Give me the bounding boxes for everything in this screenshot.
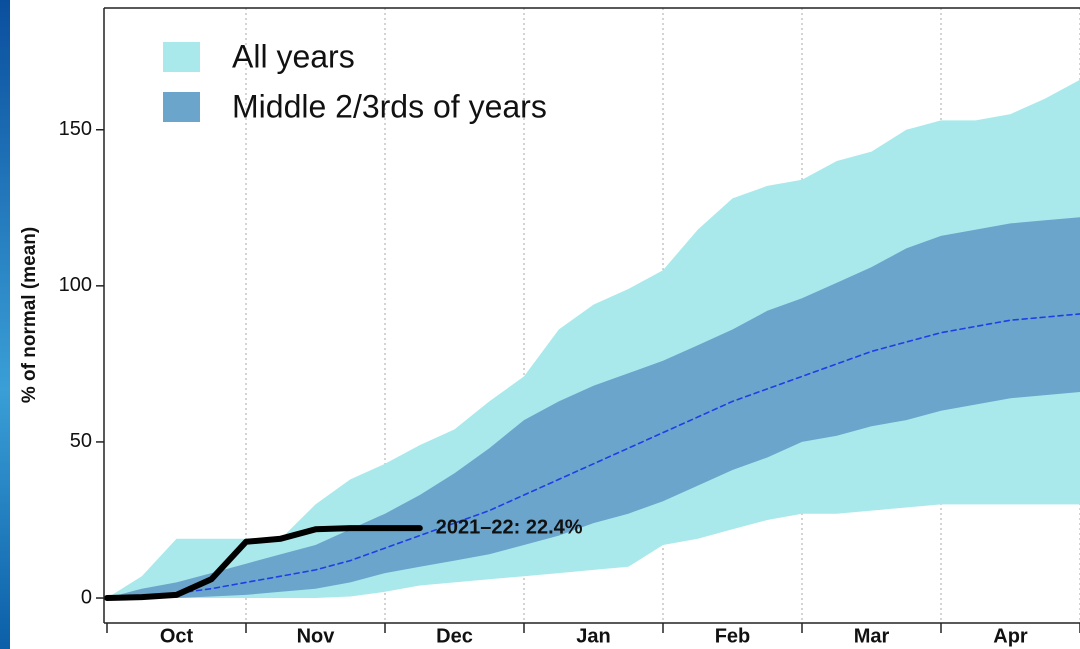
legend-label: All years	[232, 38, 355, 74]
x-tick-label: Mar	[854, 625, 890, 647]
mean-line	[106, 313, 1080, 599]
x-tick-label: Oct	[160, 625, 194, 647]
y-tick-label: 150	[59, 118, 92, 140]
legend-label: Middle 2/3rds of years	[232, 88, 547, 124]
y-tick-label: 0	[81, 586, 92, 608]
x-tick-label: Jan	[576, 625, 610, 647]
legend-swatch	[163, 42, 200, 72]
band-area	[107, 79, 1080, 599]
y-axis-label: % of normal (mean)	[19, 227, 40, 403]
y-tick-label: 50	[70, 430, 92, 452]
y-tick-label: 100	[59, 274, 92, 296]
legend-swatch	[163, 92, 200, 122]
x-tick-label: Nov	[297, 625, 336, 647]
x-tick-label: Dec	[436, 625, 473, 647]
series-annotation: 2021–22: 22.4%	[436, 516, 583, 538]
wallpaper-strip	[0, 0, 10, 649]
band-area	[107, 217, 1080, 598]
current-line	[104, 525, 423, 601]
x-tick-label: Apr	[993, 625, 1028, 647]
plot-area	[104, 8, 1080, 623]
x-tick-label: Feb	[715, 625, 751, 647]
